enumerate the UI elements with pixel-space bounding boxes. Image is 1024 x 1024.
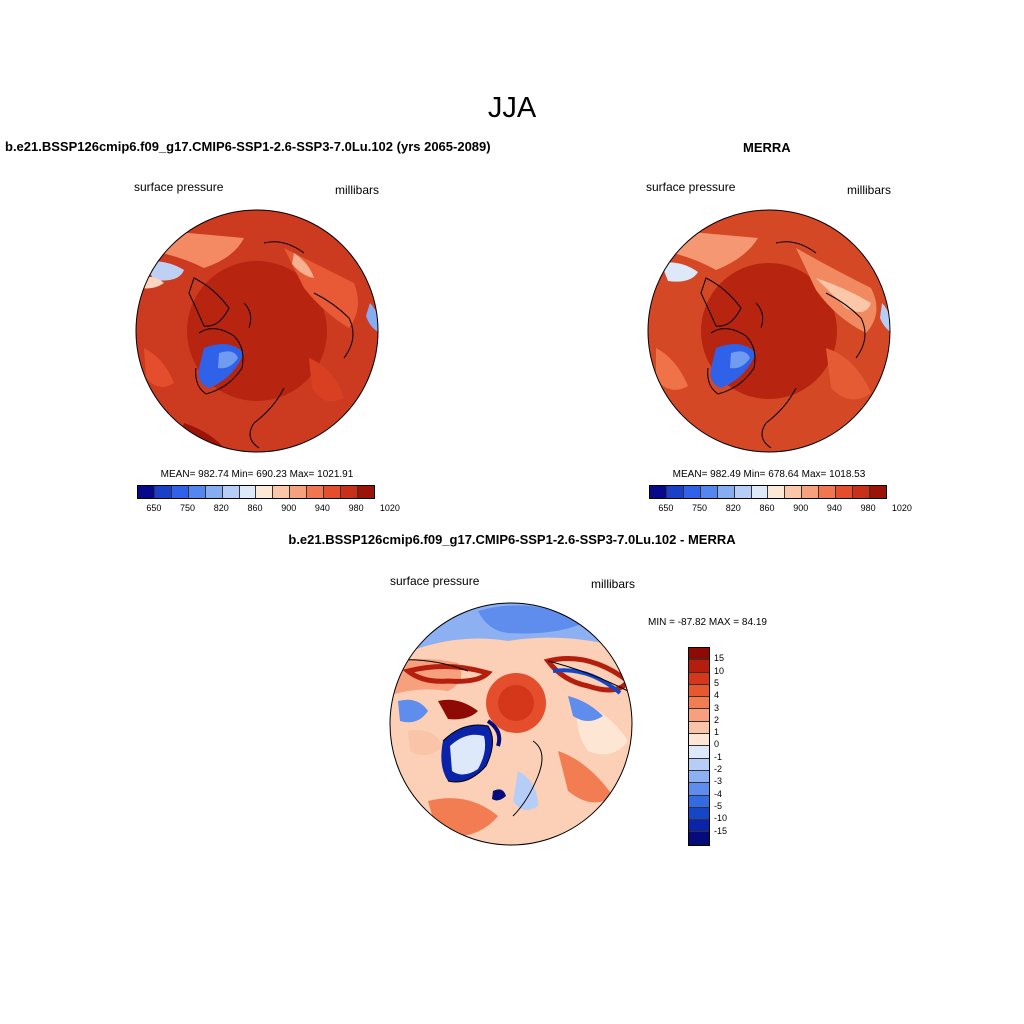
obs-polar-map	[647, 209, 891, 453]
colorbar-tick-label: 860	[759, 503, 775, 513]
model-panel-title: b.e21.BSSP126cmip6.f09_g17.CMIP6-SSP1-2.…	[5, 139, 491, 154]
colorbar-swatch	[205, 486, 223, 498]
colorbar-swatch	[689, 795, 709, 808]
colorbar-swatch	[689, 697, 709, 710]
diff-polar-map	[389, 602, 633, 846]
colorbar-tick-label: 860	[247, 503, 263, 513]
colorbar-swatch	[689, 672, 709, 685]
diff-stats: MIN = -87.82 MAX = 84.19	[648, 617, 767, 628]
colorbar-tick-label: -5	[714, 800, 723, 811]
colorbar-swatch	[689, 684, 709, 698]
colorbar-swatch	[689, 746, 709, 759]
obs-units-label: millibars	[847, 183, 892, 197]
colorbar-swatch	[357, 486, 374, 498]
colorbar-tick-label: -2	[714, 764, 723, 774]
colorbar-swatch	[689, 832, 709, 845]
colorbar-swatch	[171, 486, 189, 498]
colorbar-swatch	[650, 486, 667, 498]
model-units-label: millibars	[335, 183, 380, 197]
colorbar-swatch	[239, 486, 257, 498]
colorbar-tick-label: 940	[826, 503, 842, 513]
colorbar-swatch	[256, 486, 274, 498]
colorbar-swatch	[188, 486, 206, 498]
obs-stats: MEAN= 982.49 Min= 678.64 Max= 1018.53	[672, 469, 866, 480]
colorbar-tick-label: 1020	[379, 503, 400, 513]
colorbar-tick-label: 1	[714, 727, 720, 738]
colorbar-swatch	[802, 486, 820, 498]
obs-variable-label: surface pressure	[646, 180, 736, 194]
colorbar-tick-label: 750	[692, 503, 708, 513]
colorbar-swatch	[689, 770, 709, 784]
obs-colorbar	[649, 485, 887, 499]
colorbar-swatch	[290, 486, 308, 498]
model-colorbar	[137, 485, 375, 499]
colorbar-swatch	[819, 486, 837, 498]
colorbar-tick-label: 4	[714, 690, 720, 701]
colorbar-tick-label: 1020	[891, 503, 912, 513]
colorbar-tick-label: 5	[714, 677, 720, 688]
colorbar-tick-label: -15	[714, 825, 728, 836]
colorbar-swatch	[734, 486, 752, 498]
model-variable-label: surface pressure	[134, 180, 224, 194]
colorbar-tick-label: 980	[860, 503, 876, 513]
colorbar-swatch	[154, 486, 172, 498]
colorbar-tick-label: 15	[714, 653, 725, 664]
colorbar-tick-label: -4	[714, 788, 723, 799]
colorbar-swatch	[689, 721, 709, 735]
colorbar-tick-label: 980	[348, 503, 364, 513]
colorbar-swatch	[717, 486, 735, 498]
colorbar-swatch	[689, 820, 709, 833]
obs-colorbar-ticks: 650 750 820 860 900 940 980 1020	[649, 503, 912, 515]
colorbar-swatch	[689, 758, 709, 771]
colorbar-swatch	[689, 660, 709, 673]
colorbar-swatch	[341, 486, 358, 498]
colorbar-tick-label: 650	[146, 503, 162, 513]
obs-panel-title: MERRA	[743, 140, 791, 155]
colorbar-swatch	[138, 486, 155, 498]
colorbar-swatch	[836, 486, 854, 498]
colorbar-tick-label: 900	[281, 503, 297, 513]
colorbar-swatch	[689, 807, 709, 821]
colorbar-tick-label: 900	[793, 503, 809, 513]
colorbar-tick-label: 10	[714, 665, 725, 676]
colorbar-tick-label: 750	[180, 503, 196, 513]
colorbar-tick-label: 0	[714, 739, 720, 750]
colorbar-swatch	[689, 648, 709, 661]
model-polar-map	[135, 209, 379, 453]
colorbar-tick-label: -3	[714, 776, 723, 787]
colorbar-tick-label: 650	[658, 503, 674, 513]
model-stats: MEAN= 982.74 Min= 690.23 Max= 1021.91	[160, 469, 354, 480]
diff-variable-label: surface pressure	[390, 574, 480, 588]
colorbar-tick-label: 820	[213, 503, 229, 513]
colorbar-swatch	[785, 486, 803, 498]
model-colorbar-ticks: 650 750 820 860 900 940 980 1020	[137, 503, 400, 515]
diff-units-label: millibars	[591, 577, 636, 591]
colorbar-swatch	[222, 486, 240, 498]
diff-panel-title: b.e21.BSSP126cmip6.f09_g17.CMIP6-SSP1-2.…	[288, 532, 736, 547]
colorbar-tick-label: 820	[725, 503, 741, 513]
colorbar-swatch	[853, 486, 870, 498]
diff-colorbar	[688, 647, 710, 846]
colorbar-tick-label: -10	[714, 813, 728, 824]
colorbar-tick-label: 3	[714, 702, 720, 713]
colorbar-tick-label: 2	[714, 714, 720, 725]
colorbar-swatch	[273, 486, 291, 498]
colorbar-swatch	[689, 734, 709, 747]
colorbar-tick-label: 940	[314, 503, 330, 513]
colorbar-swatch	[307, 486, 325, 498]
season-title: JJA	[487, 92, 537, 124]
colorbar-swatch	[683, 486, 701, 498]
colorbar-swatch	[768, 486, 786, 498]
colorbar-swatch	[689, 709, 709, 722]
colorbar-swatch	[666, 486, 684, 498]
colorbar-swatch	[689, 783, 709, 796]
colorbar-tick-label: -1	[714, 751, 723, 762]
diff-colorbar-ticks: 15 10 5 4 3 2 1 0 -1 -2 -3 -4 -5 -10 -15	[714, 647, 744, 844]
colorbar-swatch	[324, 486, 342, 498]
colorbar-swatch	[869, 486, 886, 498]
colorbar-swatch	[751, 486, 769, 498]
colorbar-swatch	[700, 486, 718, 498]
